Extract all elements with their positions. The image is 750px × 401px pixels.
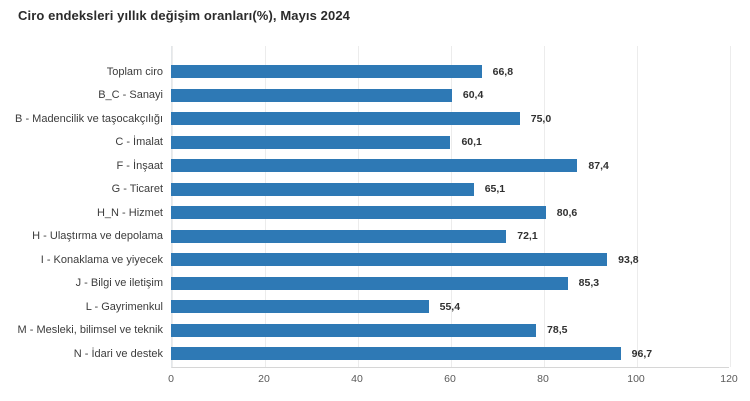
x-tick-label: 20 bbox=[258, 373, 270, 385]
category-label: L - Gayrimenkul bbox=[85, 300, 163, 313]
bar bbox=[171, 229, 507, 243]
value-label: 60,1 bbox=[461, 136, 482, 149]
bar bbox=[171, 182, 474, 196]
value-label: 80,6 bbox=[556, 206, 578, 219]
bar bbox=[171, 112, 520, 126]
x-tick-label: 120 bbox=[720, 373, 738, 385]
x-tick-label: 60 bbox=[444, 373, 456, 385]
bar bbox=[171, 253, 608, 267]
category-label: H - Ulaştırma ve depolama bbox=[32, 230, 163, 243]
gridline bbox=[637, 46, 638, 367]
chart-row: N - İdari ve destek 96,7 bbox=[0, 342, 750, 366]
value-label: 85,3 bbox=[578, 277, 600, 290]
category-label: J - Bilgi ve iletişim bbox=[75, 277, 163, 290]
value-label: 72,1 bbox=[517, 230, 538, 243]
chart-rows: Toplam ciro 66,8 B_C - Sanayi 60,4 B - Maden… bbox=[0, 60, 750, 366]
value-label: 87,4 bbox=[588, 159, 609, 172]
category-label: B_C - Sanayi bbox=[98, 89, 163, 102]
bar bbox=[171, 323, 537, 337]
chart-row: B_C - Sanayi 60,4 bbox=[0, 84, 750, 108]
bar bbox=[171, 65, 482, 79]
bar bbox=[171, 347, 621, 361]
category-label: C - İmalat bbox=[115, 136, 163, 149]
category-label: N - İdari ve destek bbox=[73, 347, 163, 360]
value-label: 60,4 bbox=[462, 89, 484, 102]
category-label: H_N - Hizmet bbox=[96, 206, 163, 219]
value-label: 66,8 bbox=[492, 65, 514, 78]
x-tick-label: 80 bbox=[537, 373, 549, 385]
chart-row: H - Ulaştırma ve depolama 72,1 bbox=[0, 225, 750, 249]
value-label: 78,5 bbox=[547, 324, 568, 337]
chart-row: M - Mesleki, bilimsel ve teknik 78,5 bbox=[0, 319, 750, 343]
chart-title: Ciro endeksleri yıllık değişim oranları(… bbox=[18, 8, 350, 23]
value-label: 93,8 bbox=[618, 253, 639, 266]
bar bbox=[171, 88, 452, 102]
x-tick-label: 40 bbox=[351, 373, 363, 385]
category-label: F - İnşaat bbox=[116, 159, 163, 172]
x-tick-label: 100 bbox=[627, 373, 645, 385]
chart-row: H_N - Hizmet 80,6 bbox=[0, 201, 750, 225]
chart-row: F - İnşaat 87,4 bbox=[0, 154, 750, 178]
bar bbox=[171, 159, 578, 173]
value-label: 55,4 bbox=[439, 300, 461, 313]
value-label: 65,1 bbox=[484, 183, 506, 196]
category-label: I - Konaklama ve yiyecek bbox=[40, 253, 163, 266]
category-label: M - Mesleki, bilimsel ve teknik bbox=[17, 324, 163, 337]
bar bbox=[171, 135, 451, 149]
category-label: B - Madencilik ve taşocakçılığı bbox=[15, 112, 163, 125]
bar bbox=[171, 300, 429, 314]
x-tick-label: 0 bbox=[168, 373, 174, 385]
value-label: 96,7 bbox=[631, 347, 653, 360]
chart-row: B - Madencilik ve taşocakçılığı 75,0 bbox=[0, 107, 750, 131]
chart-row: L - Gayrimenkul 55,4 bbox=[0, 295, 750, 319]
category-label: Toplam ciro bbox=[106, 65, 163, 78]
chart-row: G - Ticaret 65,1 bbox=[0, 178, 750, 202]
bar bbox=[171, 206, 546, 220]
chart-row: Toplam ciro 66,8 bbox=[0, 60, 750, 84]
chart-row: J - Bilgi ve iletişim 85,3 bbox=[0, 272, 750, 296]
x-axis: 0 20 40 60 80 100 120 bbox=[0, 373, 750, 389]
bar bbox=[171, 276, 568, 290]
gridline bbox=[730, 46, 731, 367]
chart-row: I - Konaklama ve yiyecek 93,8 bbox=[0, 248, 750, 272]
chart-row: C - İmalat 60,1 bbox=[0, 131, 750, 155]
value-label: 75,0 bbox=[530, 112, 552, 125]
category-label: G - Ticaret bbox=[111, 183, 163, 196]
